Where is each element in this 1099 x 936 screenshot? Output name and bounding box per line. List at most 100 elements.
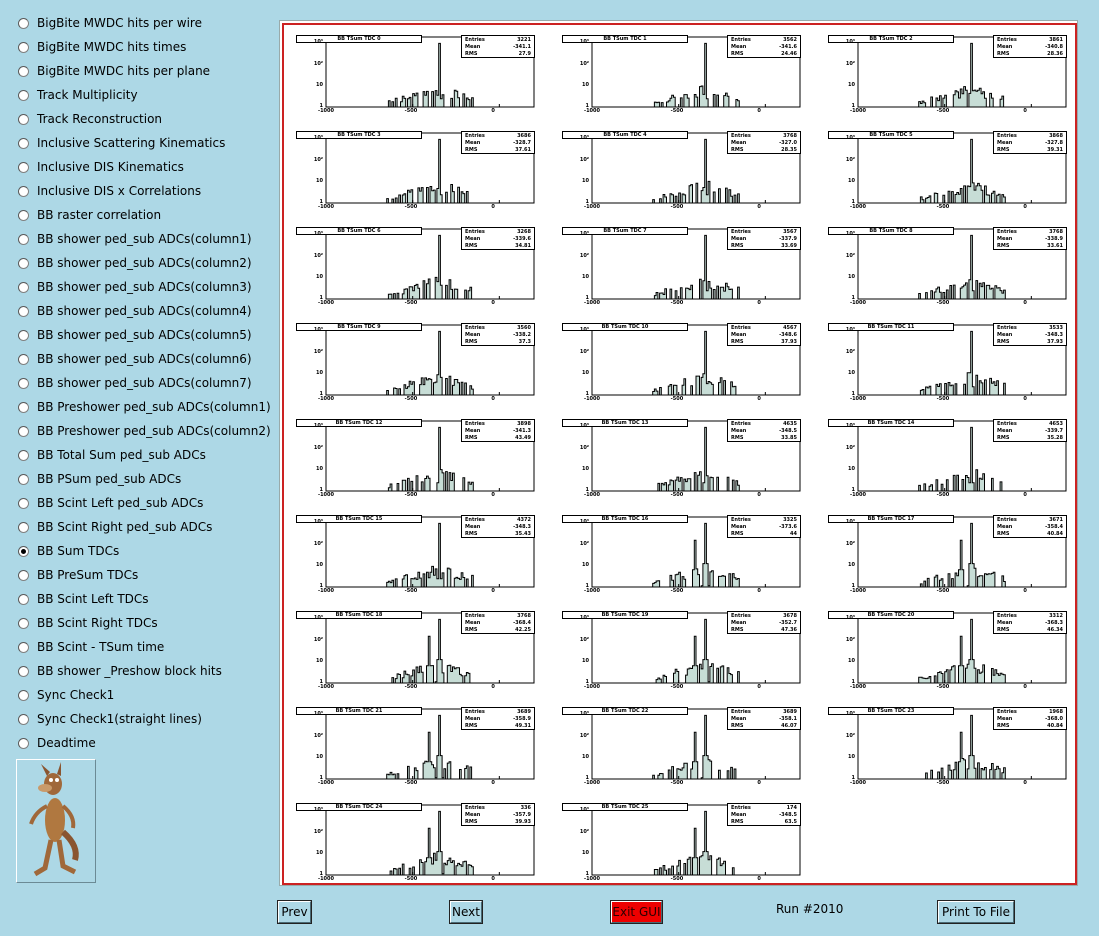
radio-option[interactable]: BB shower ped_sub ADCs(column3) — [16, 276, 278, 300]
histogram-panel[interactable]: BB TSum TDC 7 Entries 3567 Mean -337.9 RMS 33.… — [552, 219, 818, 315]
radio-option[interactable]: BigBite MWDC hits per plane — [16, 60, 278, 84]
radio-unselected-icon[interactable] — [18, 306, 29, 317]
histogram-panel[interactable]: BB TSum TDC 25 Entries 174 Mean -348.5 RMS 63.… — [552, 795, 818, 891]
radio-option[interactable]: Inclusive DIS Kinematics — [16, 156, 278, 180]
radio-option[interactable]: BB Scint Left TDCs — [16, 588, 278, 612]
histogram-panel[interactable]: BB TSum TDC 13 Entries 4635 Mean -348.5 RMS 33… — [552, 411, 818, 507]
radio-option[interactable]: Inclusive DIS x Correlations — [16, 180, 278, 204]
radio-unselected-icon[interactable] — [18, 330, 29, 341]
radio-unselected-icon[interactable] — [18, 570, 29, 581]
radio-option[interactable]: BB shower ped_sub ADCs(column6) — [16, 348, 278, 372]
histogram-panel[interactable]: BB TSum TDC 14 Entries 4653 Mean -339.7 RMS 35… — [818, 411, 1084, 507]
radio-unselected-icon[interactable] — [18, 522, 29, 533]
radio-unselected-icon[interactable] — [18, 426, 29, 437]
radio-option[interactable]: BB PreSum TDCs — [16, 564, 278, 588]
radio-option[interactable]: BB shower ped_sub ADCs(column1) — [16, 228, 278, 252]
stats-key: Entries — [465, 613, 485, 619]
radio-option[interactable]: Track Multiplicity — [16, 84, 278, 108]
exit-gui-button[interactable]: Exit GUI — [610, 900, 663, 924]
histogram-panel[interactable]: BB TSum TDC 3 Entries 3686 Mean -328.7 RMS 37.… — [286, 123, 552, 219]
stats-value: 44 — [790, 531, 797, 537]
radio-option[interactable]: Sync Check1(straight lines) — [16, 708, 278, 732]
histogram-panel[interactable]: BB TSum TDC 18 Entries 3768 Mean -368.4 RMS 42… — [286, 603, 552, 699]
radio-unselected-icon[interactable] — [18, 498, 29, 509]
radio-unselected-icon[interactable] — [18, 186, 29, 197]
radio-unselected-icon[interactable] — [18, 690, 29, 701]
radio-option[interactable]: BigBite MWDC hits per wire — [16, 12, 278, 36]
radio-unselected-icon[interactable] — [18, 282, 29, 293]
radio-option[interactable]: BB Sum TDCs — [16, 540, 278, 564]
radio-option[interactable]: BB shower ped_sub ADCs(column5) — [16, 324, 278, 348]
radio-option[interactable]: BB shower ped_sub ADCs(column7) — [16, 372, 278, 396]
radio-option[interactable]: BB Scint - TSum time — [16, 636, 278, 660]
radio-unselected-icon[interactable] — [18, 618, 29, 629]
print-to-file-button[interactable]: Print To File — [937, 900, 1015, 924]
histogram-panel[interactable]: BB TSum TDC 5 Entries 3868 Mean -327.8 RMS 39.… — [818, 123, 1084, 219]
radio-unselected-icon[interactable] — [18, 18, 29, 29]
radio-option[interactable]: BB Preshower ped_sub ADCs(column2) — [16, 420, 278, 444]
radio-unselected-icon[interactable] — [18, 474, 29, 485]
histogram-panel[interactable]: BB TSum TDC 17 Entries 3671 Mean -358.4 RMS 40… — [818, 507, 1084, 603]
radio-unselected-icon[interactable] — [18, 378, 29, 389]
radio-option[interactable]: Inclusive Scattering Kinematics — [16, 132, 278, 156]
radio-unselected-icon[interactable] — [18, 42, 29, 53]
histogram-panel[interactable]: BB TSum TDC 8 Entries 3768 Mean -338.9 RMS 33.… — [818, 219, 1084, 315]
histogram-panel[interactable]: BB TSum TDC 23 Entries 1968 Mean -368.0 RMS 40… — [818, 699, 1084, 795]
radio-unselected-icon[interactable] — [18, 66, 29, 77]
radio-unselected-icon[interactable] — [18, 642, 29, 653]
histogram-panel[interactable]: BB TSum TDC 9 Entries 3560 Mean -338.2 RMS 37.… — [286, 315, 552, 411]
radio-option-label: BB raster correlation — [37, 208, 162, 222]
next-button[interactable]: Next — [449, 900, 483, 924]
stats-key: RMS — [997, 147, 1010, 153]
radio-unselected-icon[interactable] — [18, 666, 29, 677]
radio-option[interactable]: BB Preshower ped_sub ADCs(column1) — [16, 396, 278, 420]
radio-unselected-icon[interactable] — [18, 402, 29, 413]
radio-option-label: Track Reconstruction — [37, 112, 163, 126]
radio-unselected-icon[interactable] — [18, 450, 29, 461]
prev-button[interactable]: Prev — [277, 900, 312, 924]
histogram-panel[interactable]: BB TSum TDC 10 Entries 4567 Mean -348.6 RMS 37… — [552, 315, 818, 411]
histogram-panel[interactable]: BB TSum TDC 20 Entries 3312 Mean -368.3 RMS 46… — [818, 603, 1084, 699]
radio-option[interactable]: BB Scint Right ped_sub ADCs — [16, 516, 278, 540]
histogram-panel[interactable]: BB TSum TDC 22 Entries 3689 Mean -358.1 RMS 46… — [552, 699, 818, 795]
y-tick-label: 10³ — [579, 711, 589, 718]
histogram-panel[interactable]: BB TSum TDC 6 Entries 3268 Mean -339.6 RMS 34.… — [286, 219, 552, 315]
radio-unselected-icon[interactable] — [18, 210, 29, 221]
radio-option[interactable]: Sync Check1 — [16, 684, 278, 708]
histogram-panel[interactable]: BB TSum TDC 0 Entries 3221 Mean -341.1 RMS 27.… — [286, 27, 552, 123]
radio-option[interactable]: Deadtime — [16, 732, 278, 756]
radio-option[interactable]: BB shower _Preshow block hits — [16, 660, 278, 684]
y-tick-label: 10 — [316, 753, 323, 760]
histogram-canvas[interactable]: BB TSum TDC 0 Entries 3221 Mean -341.1 RMS 27.… — [282, 23, 1077, 885]
radio-unselected-icon[interactable] — [18, 138, 29, 149]
histogram-panel[interactable]: BB TSum TDC 2 Entries 3861 Mean -340.8 RMS 28.… — [818, 27, 1084, 123]
radio-selected-icon[interactable] — [18, 546, 29, 557]
histogram-panel[interactable]: BB TSum TDC 24 Entries 336 Mean -357.9 RMS 39.… — [286, 795, 552, 891]
radio-option[interactable]: BB shower ped_sub ADCs(column4) — [16, 300, 278, 324]
histogram-panel[interactable]: BB TSum TDC 19 Entries 3678 Mean -352.7 RMS 47… — [552, 603, 818, 699]
histogram-panel[interactable]: BB TSum TDC 16 Entries 3325 Mean -373.6 RMS 44… — [552, 507, 818, 603]
radio-unselected-icon[interactable] — [18, 90, 29, 101]
histogram-panel[interactable]: BB TSum TDC 4 Entries 3768 Mean -327.0 RMS 28.… — [552, 123, 818, 219]
histogram-panel[interactable]: BB TSum TDC 21 Entries 3689 Mean -358.9 RMS 49… — [286, 699, 552, 795]
radio-option[interactable]: BigBite MWDC hits times — [16, 36, 278, 60]
radio-unselected-icon[interactable] — [18, 594, 29, 605]
histogram-panel[interactable]: BB TSum TDC 15 Entries 4372 Mean -348.3 RMS 35… — [286, 507, 552, 603]
histogram-panel[interactable]: BB TSum TDC 12 Entries 3898 Mean -341.3 RMS 43… — [286, 411, 552, 507]
histogram-panel[interactable]: BB TSum TDC 11 Entries 3533 Mean -348.3 RMS 37… — [818, 315, 1084, 411]
radio-unselected-icon[interactable] — [18, 354, 29, 365]
radio-unselected-icon[interactable] — [18, 234, 29, 245]
radio-option[interactable]: BB Total Sum ped_sub ADCs — [16, 444, 278, 468]
radio-unselected-icon[interactable] — [18, 258, 29, 269]
radio-unselected-icon[interactable] — [18, 162, 29, 173]
radio-option[interactable]: BB shower ped_sub ADCs(column2) — [16, 252, 278, 276]
radio-unselected-icon[interactable] — [18, 738, 29, 749]
radio-option[interactable]: BB raster correlation — [16, 204, 278, 228]
histogram-panel[interactable]: BB TSum TDC 1 Entries 3562 Mean -341.6 RMS 24.… — [552, 27, 818, 123]
radio-unselected-icon[interactable] — [18, 714, 29, 725]
radio-unselected-icon[interactable] — [18, 114, 29, 125]
radio-option[interactable]: BB Scint Right TDCs — [16, 612, 278, 636]
radio-option[interactable]: BB PSum ped_sub ADCs — [16, 468, 278, 492]
radio-option[interactable]: Track Reconstruction — [16, 108, 278, 132]
radio-option[interactable]: BB Scint Left ped_sub ADCs — [16, 492, 278, 516]
